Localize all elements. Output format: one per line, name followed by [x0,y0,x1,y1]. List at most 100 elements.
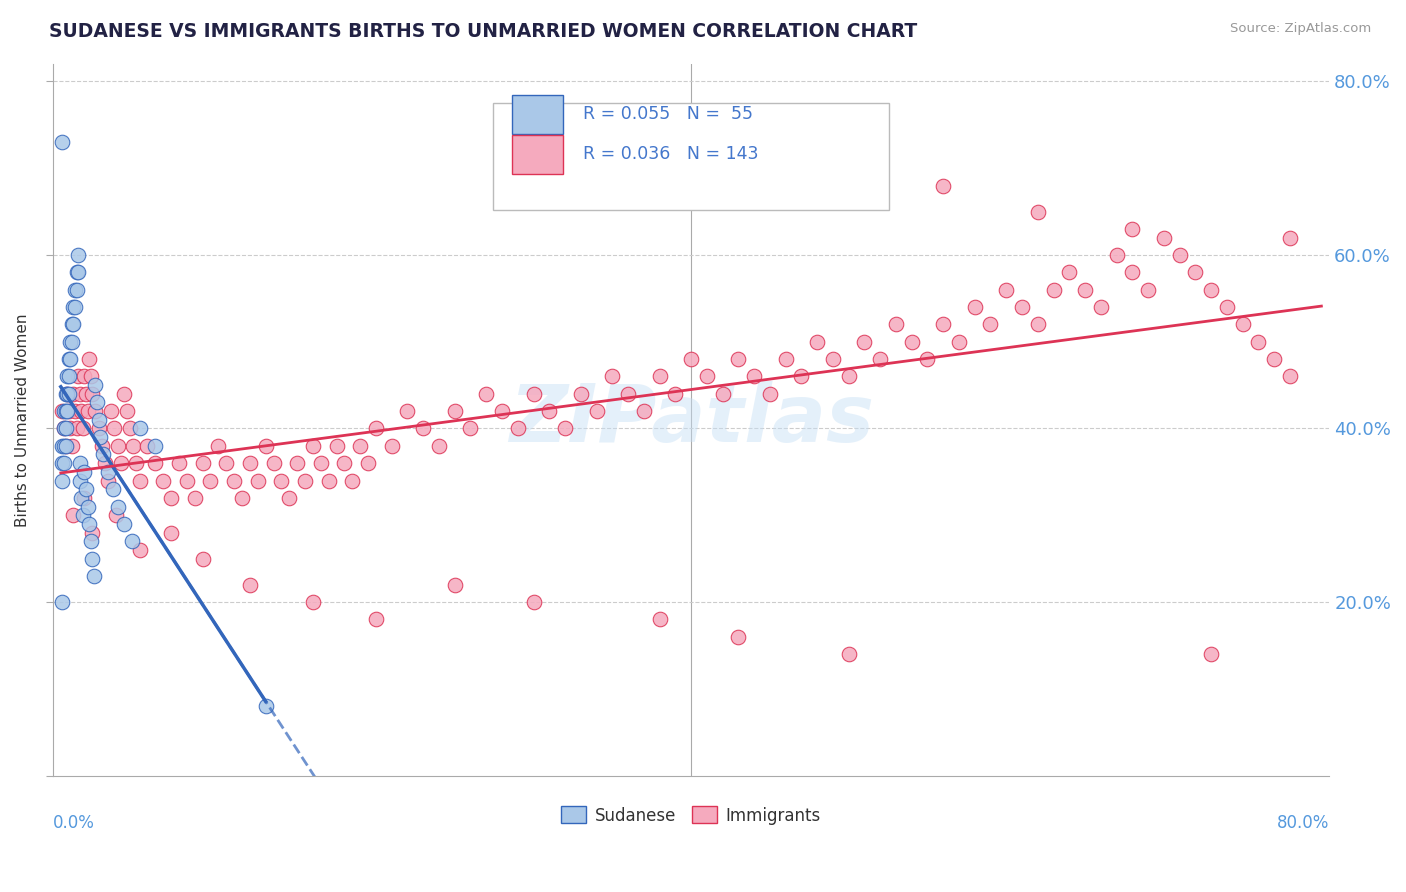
Point [1011,300,1033,314]
Point [727,630,749,644]
Point [254,699,277,714]
Point [69,456,91,470]
Point [51,595,73,609]
Point [1026,204,1049,219]
Point [200,474,222,488]
Point [128,421,150,435]
Point [62,318,84,332]
Point [89,430,111,444]
Point [254,439,277,453]
Point [522,595,544,609]
Point [1026,318,1049,332]
Point [62,386,84,401]
Y-axis label: Births to Unmarried Women: Births to Unmarried Women [15,313,30,526]
Point [506,421,529,435]
Point [263,456,285,470]
Point [821,352,844,367]
Bar [512,136,564,174]
Point [67,265,90,279]
Point [318,474,340,488]
Point [63,283,86,297]
Point [76,500,98,514]
Point [475,386,498,401]
Point [69,474,91,488]
Point [246,474,269,488]
Point [52,404,75,418]
Point [56,404,79,418]
FancyBboxPatch shape [494,103,889,210]
Point [97,465,120,479]
Point [136,439,159,453]
Point [1137,283,1160,297]
Point [979,318,1001,332]
Point [63,404,86,418]
Point [128,543,150,558]
Point [52,421,75,435]
Point [1059,265,1081,279]
Point [239,456,262,470]
Point [87,421,110,435]
Point [742,369,765,384]
Point [58,404,80,418]
Point [82,386,104,401]
Point [917,352,939,367]
Point [648,369,671,384]
Point [143,456,166,470]
Point [294,474,316,488]
Point [664,386,686,401]
Text: ZIPatlas: ZIPatlas [509,381,873,458]
Point [1232,318,1254,332]
Point [585,404,607,418]
Point [59,421,82,435]
Point [364,421,387,435]
Point [1168,248,1191,262]
Point [696,369,718,384]
Point [91,448,114,462]
Point [55,421,77,435]
Point [52,456,75,470]
Point [83,569,105,583]
Point [65,283,87,297]
Point [342,474,364,488]
Point [522,386,544,401]
Point [59,334,82,349]
Point [1278,369,1301,384]
Point [51,456,73,470]
Point [84,404,107,418]
Point [65,265,87,279]
Point [270,474,292,488]
Point [681,352,703,367]
Point [538,404,561,418]
Point [121,534,143,549]
Point [75,482,97,496]
Point [87,413,110,427]
Point [112,386,135,401]
Point [86,395,108,409]
Point [77,352,100,367]
Point [120,421,142,435]
Point [617,386,640,401]
Point [56,386,79,401]
Point [51,474,73,488]
Point [443,577,465,591]
Point [72,508,94,523]
Point [60,318,83,332]
Point [1105,248,1128,262]
Point [309,456,332,470]
Text: R = 0.036   N = 143: R = 0.036 N = 143 [582,145,758,163]
Point [1184,265,1206,279]
Point [491,404,513,418]
Point [94,456,117,470]
Point [396,404,419,418]
Text: R = 0.055   N =  55: R = 0.055 N = 55 [582,105,752,123]
Point [224,474,246,488]
Point [80,534,103,549]
Point [806,334,828,349]
Point [995,283,1018,297]
Point [70,491,93,505]
Point [122,439,145,453]
Point [160,491,183,505]
Point [107,500,129,514]
Point [55,386,77,401]
Text: Source: ZipAtlas.com: Source: ZipAtlas.com [1230,22,1371,36]
